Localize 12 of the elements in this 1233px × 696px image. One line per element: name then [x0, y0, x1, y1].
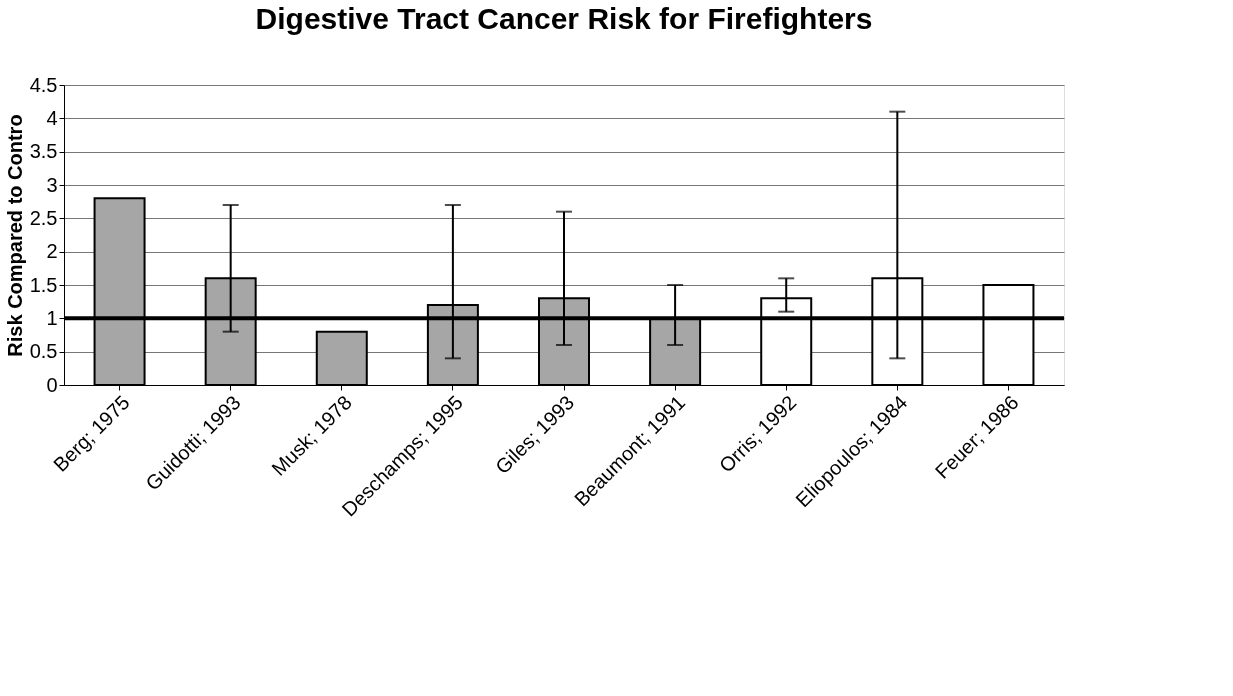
y-tick-label: 3: [46, 173, 58, 196]
chart-title: Digestive Tract Cancer Risk for Firefighters: [255, 2, 873, 35]
y-tick-label: 1.5: [29, 273, 58, 296]
y-tick-label: 1: [46, 306, 58, 329]
y-tick-label: 2: [46, 240, 58, 263]
y-tick-label: 4: [46, 106, 58, 129]
y-tick-label: 4.5: [29, 73, 58, 96]
y-tick-label: 2.5: [29, 206, 58, 229]
y-tick-label: 3.5: [29, 140, 58, 163]
y-tick-label: 0: [46, 373, 58, 396]
y-axis-title: Risk Compared to Contro: [3, 114, 26, 357]
y-tick-label: 0.5: [29, 340, 58, 363]
